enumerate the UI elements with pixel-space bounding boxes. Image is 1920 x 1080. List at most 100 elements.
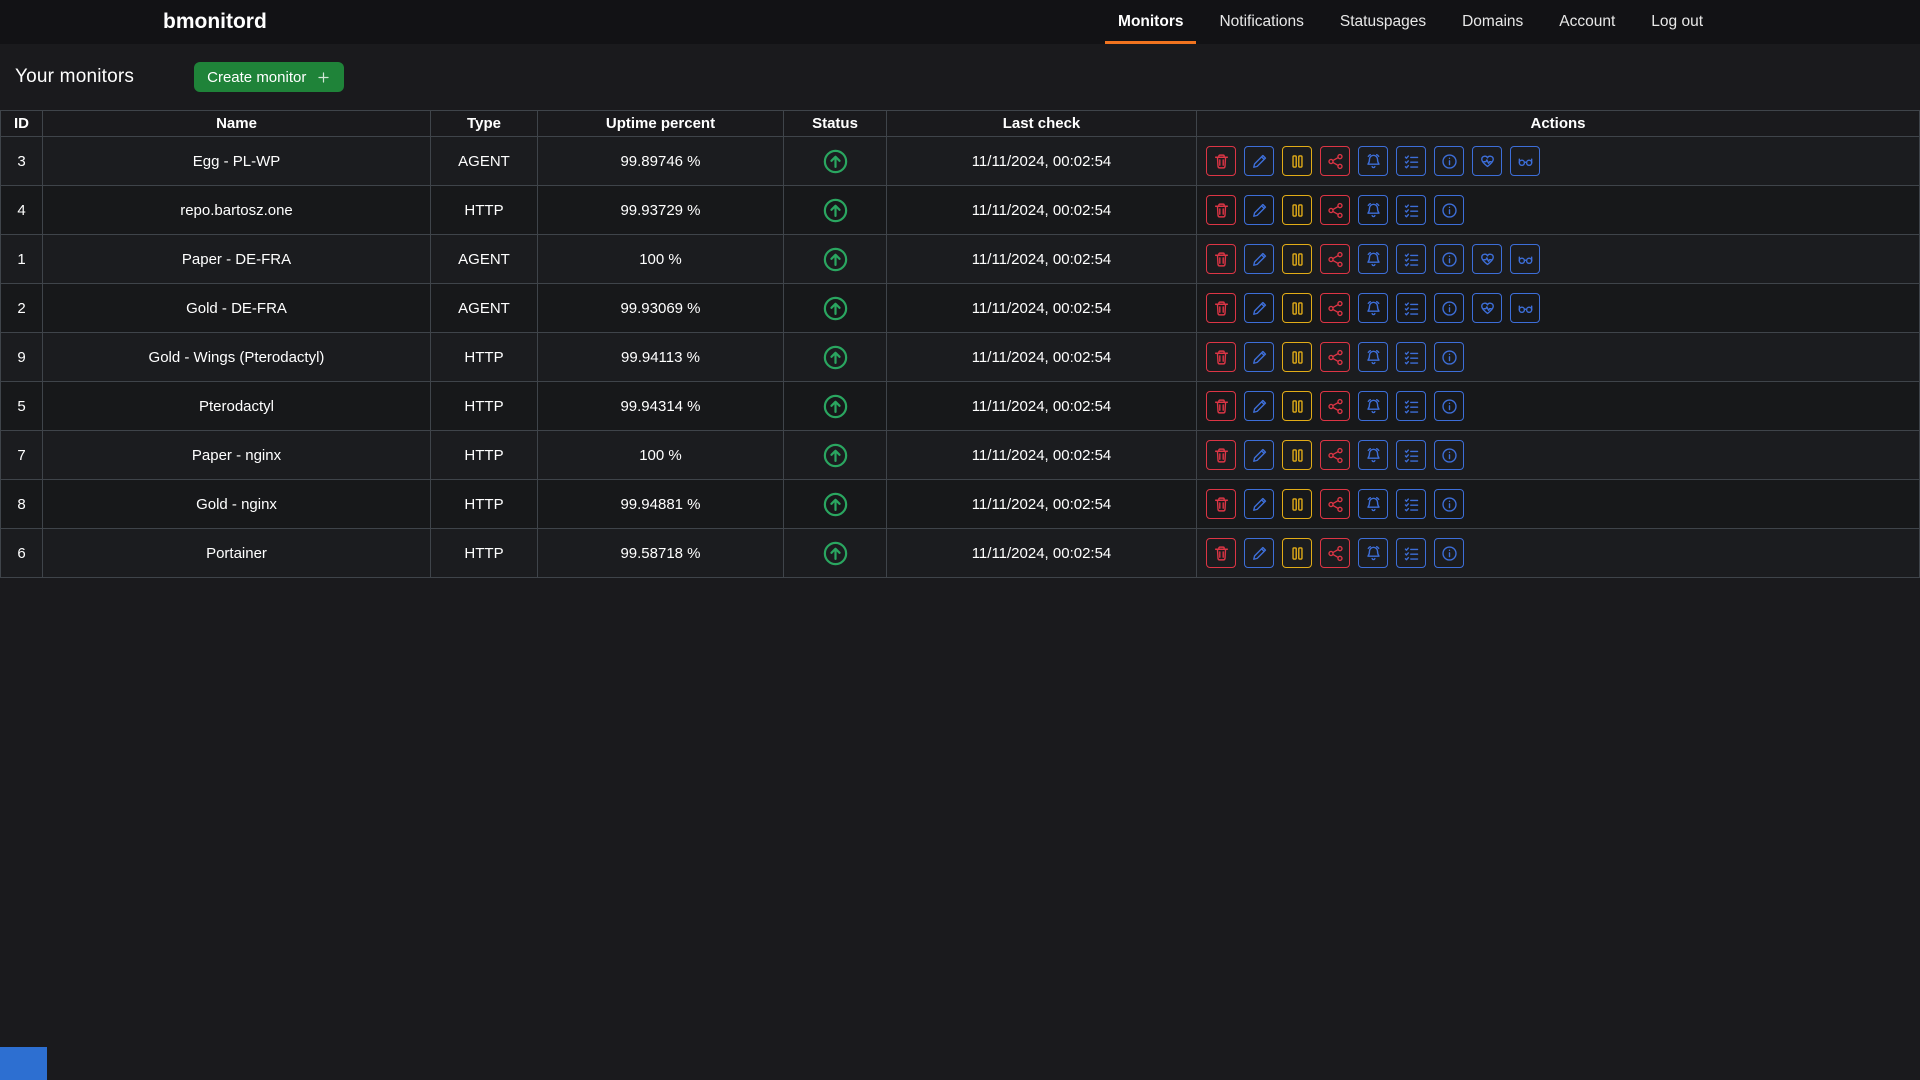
info-button[interactable]: [1434, 391, 1464, 421]
pause-button[interactable]: [1282, 440, 1312, 470]
trash-icon: [1214, 545, 1228, 561]
status-up-icon: [823, 296, 847, 320]
alerts-button[interactable]: [1358, 440, 1388, 470]
delete-button[interactable]: [1206, 489, 1236, 519]
cell-actions: [1196, 528, 1920, 578]
cell-actions: [1196, 332, 1920, 382]
checks-button[interactable]: [1396, 244, 1426, 274]
delete-button[interactable]: [1206, 146, 1236, 176]
share-button[interactable]: [1320, 195, 1350, 225]
info-button[interactable]: [1434, 244, 1464, 274]
nav-item-statuspages[interactable]: Statuspages: [1339, 13, 1427, 30]
pause-button[interactable]: [1282, 195, 1312, 225]
nav-item-log-out[interactable]: Log out: [1651, 13, 1703, 30]
live-view-button[interactable]: [1510, 244, 1540, 274]
trash-icon: [1214, 496, 1228, 512]
share-icon: [1327, 153, 1343, 169]
checks-button[interactable]: [1396, 195, 1426, 225]
pause-icon: [1291, 252, 1303, 266]
pause-button[interactable]: [1282, 391, 1312, 421]
checks-button[interactable]: [1396, 538, 1426, 568]
pause-button[interactable]: [1282, 293, 1312, 323]
share-button[interactable]: [1320, 440, 1350, 470]
pencil-icon: [1252, 252, 1266, 266]
delete-button[interactable]: [1206, 195, 1236, 225]
delete-button[interactable]: [1206, 342, 1236, 372]
create-monitor-button[interactable]: Create monitor: [194, 62, 345, 92]
cell-name: Egg - PL-WP: [42, 136, 431, 186]
info-button[interactable]: [1434, 146, 1464, 176]
nav-item-monitors[interactable]: Monitors: [1105, 0, 1197, 44]
bell-icon: [1366, 496, 1380, 511]
pause-button[interactable]: [1282, 342, 1312, 372]
edit-button[interactable]: [1244, 489, 1274, 519]
pause-button[interactable]: [1282, 538, 1312, 568]
live-view-button[interactable]: [1510, 146, 1540, 176]
checks-button[interactable]: [1396, 146, 1426, 176]
info-button[interactable]: [1434, 342, 1464, 372]
live-view-button[interactable]: [1510, 293, 1540, 323]
alerts-button[interactable]: [1358, 391, 1388, 421]
nav-item-domains[interactable]: Domains: [1462, 13, 1524, 30]
alerts-button[interactable]: [1358, 342, 1388, 372]
edit-button[interactable]: [1244, 440, 1274, 470]
cell-last-check: 11/11/2024, 00:02:54: [886, 528, 1197, 578]
share-button[interactable]: [1320, 489, 1350, 519]
share-button[interactable]: [1320, 293, 1350, 323]
checks-button[interactable]: [1396, 440, 1426, 470]
cell-last-check: 11/11/2024, 00:02:54: [886, 332, 1197, 382]
table-row: 5 Pterodactyl HTTP 99.94314 % 11/11/2024, 00…: [0, 381, 1920, 431]
cell-id: 5: [0, 381, 43, 431]
pause-button[interactable]: [1282, 146, 1312, 176]
share-button[interactable]: [1320, 342, 1350, 372]
info-button[interactable]: [1434, 538, 1464, 568]
info-button[interactable]: [1434, 489, 1464, 519]
checks-button[interactable]: [1396, 489, 1426, 519]
delete-button[interactable]: [1206, 440, 1236, 470]
pause-button[interactable]: [1282, 244, 1312, 274]
cell-uptime: 99.93729 %: [537, 185, 784, 235]
edit-button[interactable]: [1244, 195, 1274, 225]
checks-button[interactable]: [1396, 342, 1426, 372]
info-button[interactable]: [1434, 293, 1464, 323]
cell-uptime: 100 %: [537, 234, 784, 284]
share-button[interactable]: [1320, 244, 1350, 274]
share-button[interactable]: [1320, 146, 1350, 176]
nav-item-notifications[interactable]: Notifications: [1219, 13, 1304, 30]
app-brand[interactable]: bmonitord: [163, 10, 267, 33]
edit-button[interactable]: [1244, 293, 1274, 323]
alerts-button[interactable]: [1358, 538, 1388, 568]
status-badge: [822, 540, 849, 567]
edit-button[interactable]: [1244, 538, 1274, 568]
pause-button[interactable]: [1282, 489, 1312, 519]
delete-button[interactable]: [1206, 391, 1236, 421]
heartbeat-button[interactable]: [1472, 244, 1502, 274]
alerts-button[interactable]: [1358, 293, 1388, 323]
pencil-icon: [1252, 350, 1266, 364]
delete-button[interactable]: [1206, 538, 1236, 568]
trash-icon: [1214, 202, 1228, 218]
delete-button[interactable]: [1206, 293, 1236, 323]
edit-button[interactable]: [1244, 244, 1274, 274]
share-button[interactable]: [1320, 538, 1350, 568]
share-button[interactable]: [1320, 391, 1350, 421]
info-button[interactable]: [1434, 195, 1464, 225]
edit-button[interactable]: [1244, 146, 1274, 176]
nav-item-account[interactable]: Account: [1559, 13, 1616, 30]
edit-button[interactable]: [1244, 391, 1274, 421]
pencil-icon: [1252, 154, 1266, 168]
alerts-button[interactable]: [1358, 146, 1388, 176]
heartbeat-button[interactable]: [1472, 146, 1502, 176]
plus-icon: [318, 71, 329, 83]
alerts-button[interactable]: [1358, 489, 1388, 519]
info-icon: [1441, 398, 1457, 414]
checks-button[interactable]: [1396, 293, 1426, 323]
checks-button[interactable]: [1396, 391, 1426, 421]
delete-button[interactable]: [1206, 244, 1236, 274]
info-button[interactable]: [1434, 440, 1464, 470]
alerts-button[interactable]: [1358, 244, 1388, 274]
alerts-button[interactable]: [1358, 195, 1388, 225]
edit-button[interactable]: [1244, 342, 1274, 372]
glasses-icon: [1518, 157, 1532, 166]
heartbeat-button[interactable]: [1472, 293, 1502, 323]
